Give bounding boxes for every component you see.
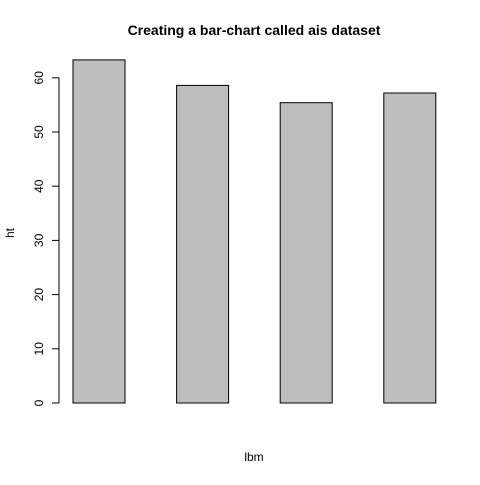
y-tick-label-60: 60 [32, 71, 46, 85]
x-axis-label: lbm [244, 450, 263, 464]
y-axis: 0 10 20 30 40 50 60 [32, 71, 60, 406]
bar-1 [72, 59, 126, 404]
bar-2 [176, 84, 230, 404]
y-tick-label-20: 20 [32, 288, 46, 302]
y-tick-label-50: 50 [32, 125, 46, 139]
y-tick-label-10: 10 [32, 342, 46, 356]
y-tick-label-40: 40 [32, 179, 46, 193]
y-axis-label: ht [3, 227, 17, 238]
y-tick-label-30: 30 [32, 233, 46, 247]
bar-3 [279, 102, 333, 404]
bars-layer [72, 59, 437, 404]
chart-title: Creating a bar-chart called ais dataset [128, 22, 381, 38]
bar-4 [383, 92, 437, 404]
y-tick-label-0: 0 [32, 399, 46, 406]
